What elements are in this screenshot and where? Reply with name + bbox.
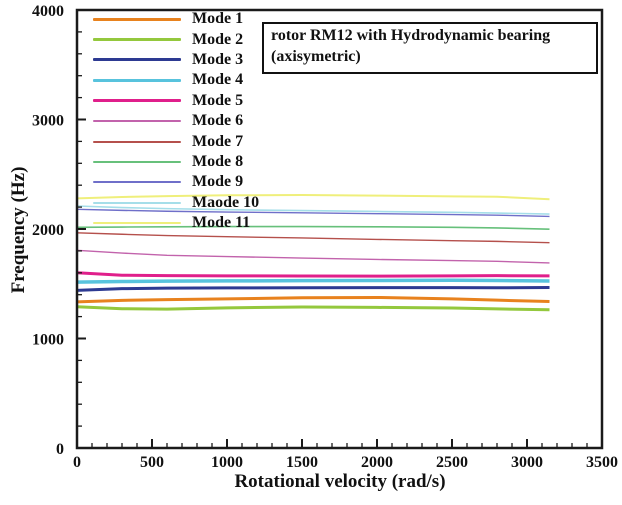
legend-sample-line (93, 181, 181, 184)
legend: Mode 1 Mode 2 Mode 3 Mode 4 Mode 5 Mode 6 Mode… (93, 9, 259, 233)
legend-sample-line (93, 58, 181, 62)
series-line-2 (76, 305, 550, 312)
legend-sample-line (93, 120, 181, 123)
legend-label: Mode 11 (192, 214, 251, 232)
series-line-10 (76, 205, 550, 215)
annotation-line-2: (axisymetric) (271, 47, 361, 65)
annotation-line-1: rotor RM12 with Hydrodynamic bearing (271, 27, 551, 44)
legend-item: Maode 10 (93, 193, 259, 213)
annotation-box: rotor RM12 with Hydrodynamic bearing (ax… (262, 22, 598, 74)
legend-label: Maode 10 (192, 193, 260, 211)
legend-item: Mode 8 (93, 152, 259, 172)
legend-item: Mode 5 (93, 91, 259, 111)
legend-sample-line (93, 99, 181, 103)
legend-label: Mode 8 (192, 152, 244, 170)
legend-sample-line (93, 38, 181, 42)
x-tick-label: 500 (140, 454, 164, 471)
legend-item: Mode 7 (93, 131, 259, 151)
legend-sample-line (93, 160, 181, 163)
series-line-7 (76, 232, 550, 244)
legend-label: Mode 2 (192, 30, 244, 48)
legend-label: Mode 4 (192, 71, 244, 89)
x-tick-label: 0 (73, 454, 81, 471)
x-tick-label: 3000 (511, 454, 543, 471)
series-line-8 (76, 225, 550, 231)
legend-sample-line (93, 17, 181, 21)
y-tick-label: 3000 (32, 113, 64, 130)
legend-label: Mode 1 (192, 10, 244, 28)
x-tick-label: 2000 (361, 454, 393, 471)
legend-label: Mode 3 (192, 50, 244, 68)
series-line-3 (76, 285, 550, 292)
legend-item: Mode 11 (93, 213, 259, 233)
legend-item: Mode 2 (93, 29, 259, 49)
x-tick-label: 1500 (286, 454, 318, 471)
legend-sample-line (93, 78, 181, 83)
x-tick-label: 2500 (436, 454, 468, 471)
x-tick-label: 3500 (586, 454, 618, 471)
legend-item: Mode 3 (93, 50, 259, 70)
y-tick-label: 4000 (32, 3, 64, 20)
legend-label: Mode 9 (192, 173, 244, 191)
y-tick-label: 2000 (32, 222, 64, 239)
series-line-9 (76, 208, 550, 218)
y-tick-label: 1000 (32, 332, 64, 349)
legend-item: Mode 4 (93, 70, 259, 90)
ticks (76, 9, 603, 449)
legend-label: Mode 5 (192, 91, 244, 109)
series-line-4 (76, 278, 550, 284)
legend-label: Mode 7 (192, 132, 244, 150)
legend-sample-line (93, 140, 181, 143)
legend-item: Mode 1 (93, 9, 259, 29)
y-axis-title: Frequency (Hz) (8, 166, 29, 294)
legend-sample-line (93, 222, 181, 225)
x-axis-title: Rotational velocity (rad/s) (234, 471, 446, 492)
series-line-6 (76, 249, 550, 264)
legend-sample-line (93, 201, 181, 204)
y-tick-label: 0 (56, 441, 64, 458)
series-line-5 (76, 271, 550, 278)
series-line-11 (76, 194, 550, 201)
legend-item: Mode 6 (93, 111, 259, 131)
legend-item: Mode 9 (93, 172, 259, 192)
series-line-1 (76, 295, 550, 304)
x-tick-label: 1000 (211, 454, 243, 471)
legend-label: Mode 6 (192, 112, 244, 130)
